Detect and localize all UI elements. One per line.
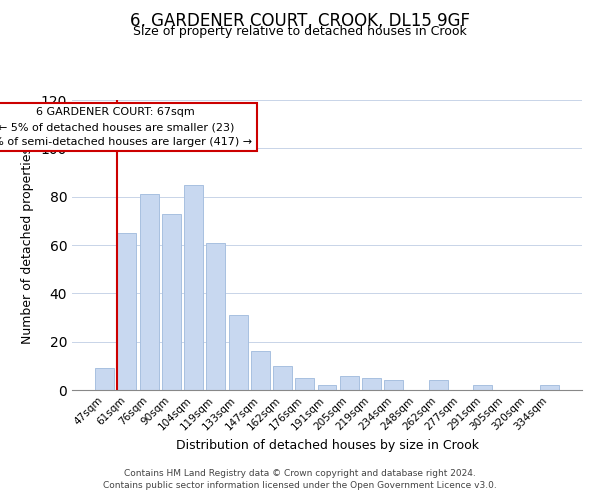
Bar (251, 352, 270, 390)
Bar (162, 214, 181, 390)
Bar (429, 380, 448, 390)
Bar (184, 184, 203, 390)
Text: 6 GARDENER COURT: 67sqm
← 5% of detached houses are smaller (23)
94% of semi-det: 6 GARDENER COURT: 67sqm ← 5% of detached… (0, 108, 253, 147)
Y-axis label: Number of detached properties: Number of detached properties (21, 146, 34, 344)
Bar (273, 366, 292, 390)
X-axis label: Distribution of detached houses by size in Crook: Distribution of detached houses by size … (176, 438, 479, 452)
Bar (95, 368, 114, 390)
Text: Contains HM Land Registry data © Crown copyright and database right 2024.
Contai: Contains HM Land Registry data © Crown c… (103, 468, 497, 490)
Text: 6, GARDENER COURT, CROOK, DL15 9GF: 6, GARDENER COURT, CROOK, DL15 9GF (130, 12, 470, 30)
Bar (118, 233, 136, 390)
Bar (340, 376, 359, 390)
Bar (540, 385, 559, 390)
Bar (362, 378, 381, 390)
Bar (317, 385, 337, 390)
Bar (229, 315, 248, 390)
Text: Size of property relative to detached houses in Crook: Size of property relative to detached ho… (133, 25, 467, 38)
Bar (206, 242, 225, 390)
Bar (140, 194, 158, 390)
Bar (473, 385, 492, 390)
Bar (384, 380, 403, 390)
Bar (295, 378, 314, 390)
